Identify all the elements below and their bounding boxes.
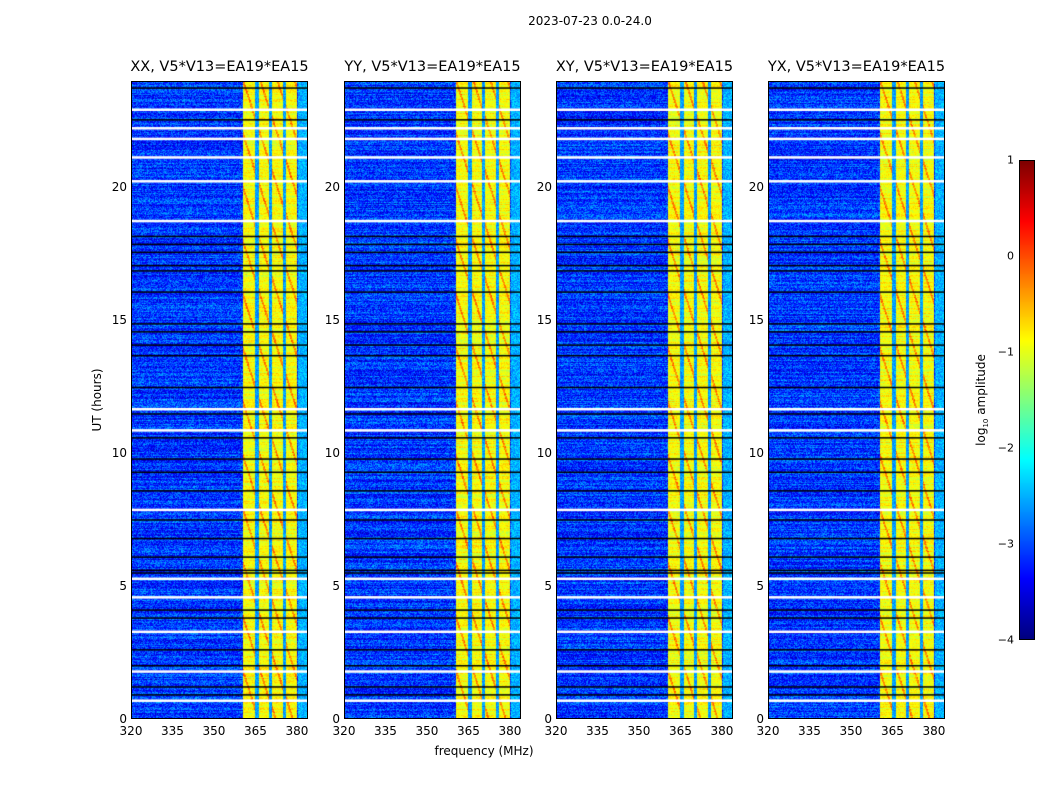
x-tick-label: 365 (669, 724, 692, 738)
y-tick-label: 15 (536, 313, 552, 328)
heatmap-cells (557, 82, 732, 718)
x-tick-label: 335 (798, 724, 821, 738)
y-tick-label: 15 (748, 313, 764, 328)
colorbar-tick-label: 0 (1007, 249, 1014, 263)
x-tick-label: 380 (922, 724, 946, 738)
y-tick-label: 20 (324, 180, 340, 195)
panel-title: YX, V5*V13=EA19*EA15 (767, 59, 946, 75)
y-tick-label: 5 (332, 579, 340, 594)
y-axis-label: UT (hours) (90, 368, 104, 432)
y-tick-label: 20 (536, 180, 552, 195)
y-tick-label: 10 (536, 446, 552, 461)
x-tick-label: 335 (374, 724, 397, 738)
figure-title: 2023-07-23 0.0-24.0 (528, 14, 652, 28)
colorbar-tick-label: −1 (997, 345, 1014, 359)
x-tick-label: 320 (544, 724, 568, 738)
panel-title: YY, V5*V13=EA19*EA15 (344, 59, 521, 75)
x-tick-label: 380 (710, 724, 734, 738)
heatmap-cells (132, 82, 307, 718)
y-tick-label: 15 (324, 313, 340, 328)
x-tick-label: 350 (839, 724, 863, 738)
colorbar-tick-label: −3 (997, 537, 1014, 551)
y-tick-label: 0 (544, 712, 552, 726)
colorbar (1019, 160, 1035, 640)
x-tick-label: 350 (415, 724, 439, 738)
y-tick-label: 5 (544, 579, 552, 594)
x-tick-label: 365 (881, 724, 904, 738)
x-tick-label: 380 (285, 724, 309, 738)
colorbar-tick-label: −2 (997, 441, 1014, 455)
x-tick-label: 350 (627, 724, 651, 738)
x-tick-label: 320 (332, 724, 356, 738)
colorbar-label: log10 amplitude (973, 354, 991, 446)
x-tick-label: 335 (586, 724, 609, 738)
x-tick-label: 320 (119, 724, 143, 738)
heatmap-panel-0 (131, 81, 308, 719)
x-tick-label: 350 (202, 724, 226, 738)
heatmap-cells (345, 82, 520, 718)
x-tick-label: 365 (244, 724, 267, 738)
y-tick-label: 10 (324, 446, 340, 461)
x-tick-label: 380 (498, 724, 522, 738)
x-tick-label: 335 (161, 724, 184, 738)
y-tick-label: 10 (111, 446, 127, 461)
y-tick-label: 0 (756, 712, 764, 726)
y-tick-label: 10 (748, 446, 764, 461)
y-tick-label: 20 (111, 180, 127, 195)
heatmap-cells (769, 82, 944, 718)
y-tick-label: 20 (748, 180, 764, 195)
panel-title: XY, V5*V13=EA19*EA15 (555, 59, 734, 75)
colorbar-tick-label: −4 (997, 633, 1014, 647)
y-tick-label: 0 (119, 712, 127, 726)
panel-title: XX, V5*V13=EA19*EA15 (130, 59, 309, 75)
y-tick-label: 5 (119, 579, 127, 594)
heatmap-panel-2 (556, 81, 733, 719)
x-axis-label: frequency (MHz) (434, 744, 534, 758)
y-tick-label: 0 (332, 712, 340, 726)
heatmap-panel-1 (344, 81, 521, 719)
heatmap-panel-3 (768, 81, 945, 719)
y-tick-label: 15 (111, 313, 127, 328)
x-tick-label: 320 (756, 724, 780, 738)
x-tick-label: 365 (457, 724, 480, 738)
y-tick-label: 5 (756, 579, 764, 594)
colorbar-tick-label: 1 (1007, 153, 1014, 167)
